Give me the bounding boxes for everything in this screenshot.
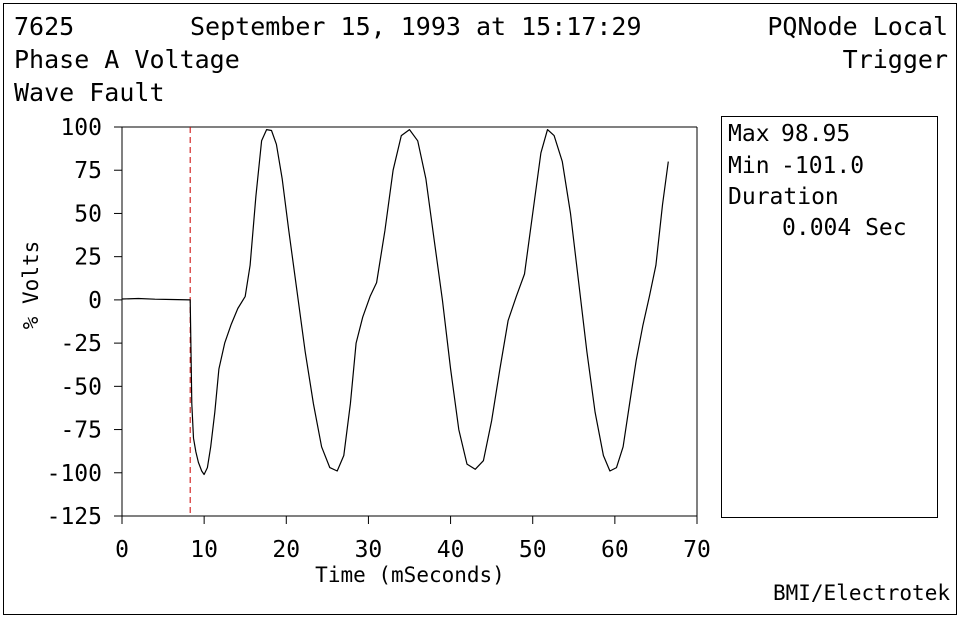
x-tick-label: 0	[115, 537, 129, 563]
y-tick-label: 100	[60, 115, 102, 141]
stats-panel: Max 98.95 Min -101.0 Duration 0.004 Sec	[721, 116, 938, 518]
x-tick-label: 60	[601, 537, 629, 563]
channel-label: Phase A Voltage	[14, 45, 240, 74]
event-timestamp: September 15, 1993 at 15:17:29	[190, 12, 642, 41]
voltage-waveform-line	[121, 129, 669, 476]
duration-value: 0.004 Sec	[782, 215, 907, 241]
mark-layer	[121, 127, 669, 516]
y-tick-label: -25	[60, 331, 102, 357]
x-tick-label: 50	[519, 537, 547, 563]
plot-window	[3, 3, 957, 615]
y-tick-label: -100	[47, 461, 102, 487]
max-value: 98.95	[781, 121, 851, 147]
min-value: -101.0	[781, 153, 865, 179]
y-tick-label: 75	[74, 158, 102, 184]
y-tick-label: 0	[88, 288, 102, 314]
x-tick-label: 70	[683, 537, 711, 563]
x-tick-label: 30	[355, 537, 383, 563]
max-label: Max	[728, 121, 770, 147]
event-type-label: Wave Fault	[14, 78, 165, 107]
x-tick-label: 20	[272, 537, 300, 563]
y-tick-label: -75	[60, 418, 102, 444]
event-id: 7625	[14, 12, 75, 41]
axis-layer: 100 75 50 25 0 -25 -50 -75 -100 -125 0 10 20 30 40 50 60…	[47, 115, 711, 563]
y-axis-label: % Volts	[19, 241, 43, 330]
y-tick-label: -125	[47, 504, 102, 530]
brand-label: BMI/Electrotek	[772, 581, 950, 605]
x-tick-label: 10	[190, 537, 218, 563]
source-label: PQNode Local	[767, 12, 948, 41]
y-tick-label: -50	[60, 374, 102, 400]
x-axis-label: Time (mSeconds)	[315, 563, 505, 587]
y-tick-label: 25	[74, 245, 102, 271]
x-tick-label: 40	[437, 537, 465, 563]
duration-label: Duration	[728, 184, 839, 210]
min-label: Min	[728, 153, 770, 179]
trigger-label: Trigger	[842, 45, 948, 74]
y-tick-label: 50	[74, 201, 102, 227]
